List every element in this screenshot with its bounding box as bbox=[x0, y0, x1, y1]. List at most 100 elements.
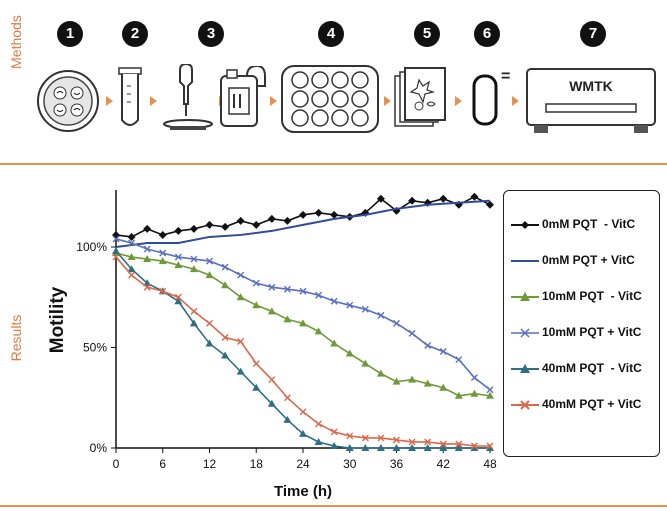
data-point bbox=[143, 224, 152, 233]
data-point bbox=[330, 210, 339, 219]
data-point bbox=[206, 319, 213, 327]
data-point bbox=[236, 367, 245, 375]
legend-item: 0mM PQT - VitC bbox=[508, 215, 658, 235]
data-point bbox=[423, 444, 432, 451]
y-axis-label: Motility bbox=[47, 286, 68, 353]
data-point bbox=[127, 265, 136, 273]
legend-label: 40mM PQT + VitC bbox=[542, 397, 642, 411]
data-point bbox=[486, 444, 494, 451]
step-number-7: 7 bbox=[580, 21, 606, 47]
x-tick-label: 36 bbox=[390, 457, 404, 471]
data-point bbox=[408, 444, 417, 451]
legend-item: 40mM PQT - VitC bbox=[508, 359, 658, 379]
data-point bbox=[314, 208, 323, 217]
data-point bbox=[361, 305, 369, 313]
data-point bbox=[346, 432, 354, 440]
data-point bbox=[299, 287, 307, 295]
motility-chart: 0 6 12 18 24 30 36 42 48 0% 50% 100% Time (h) Motil… bbox=[47, 190, 497, 500]
device-label: WMTK bbox=[569, 78, 613, 94]
data-point bbox=[128, 271, 136, 279]
data-point bbox=[377, 311, 385, 319]
data-point bbox=[205, 220, 214, 229]
data-point bbox=[112, 230, 120, 239]
step-number-4: 4 bbox=[318, 21, 344, 47]
legend-label: 10mM PQT - VitC bbox=[542, 289, 642, 303]
data-point bbox=[314, 327, 323, 335]
data-point bbox=[439, 348, 447, 356]
data-point bbox=[486, 386, 494, 394]
data-point bbox=[143, 245, 151, 253]
data-point bbox=[376, 444, 385, 451]
series-line bbox=[115, 199, 491, 248]
x-tick-label: 42 bbox=[437, 457, 451, 471]
arrow-icon bbox=[106, 96, 113, 106]
data-point bbox=[127, 253, 136, 261]
data-point bbox=[424, 341, 432, 349]
step-number-5: 5 bbox=[414, 21, 440, 47]
data-point bbox=[267, 399, 276, 407]
wmtk-device-icon bbox=[526, 68, 656, 133]
data-point bbox=[174, 253, 182, 261]
legend-label: 0mM PQT + VitC bbox=[542, 253, 635, 267]
data-point bbox=[345, 444, 354, 451]
series-line bbox=[115, 256, 490, 447]
data-point bbox=[470, 389, 479, 397]
data-point bbox=[424, 438, 432, 446]
step-number-1: 1 bbox=[57, 21, 83, 47]
legend-item: 40mM PQT + VitC bbox=[508, 395, 658, 415]
series-line bbox=[115, 250, 490, 449]
incubator-icon bbox=[220, 66, 266, 127]
data-point bbox=[283, 285, 291, 293]
data-point bbox=[174, 226, 183, 235]
legend-label: 10mM PQT + VitC bbox=[542, 325, 642, 339]
step-number-3: 3 bbox=[198, 21, 224, 47]
data-point bbox=[221, 351, 230, 359]
legend-label: 40mM PQT - VitC bbox=[542, 361, 642, 375]
equals-sign: = bbox=[501, 68, 511, 85]
x-axis-label: Time (h) bbox=[274, 483, 332, 500]
data-point bbox=[252, 360, 260, 368]
data-point bbox=[237, 337, 245, 345]
x-tick-label: 0 bbox=[113, 457, 120, 471]
data-point bbox=[470, 444, 479, 451]
data-point bbox=[158, 257, 167, 265]
section-divider bbox=[0, 163, 667, 165]
data-point bbox=[439, 194, 448, 203]
data-point bbox=[454, 444, 463, 451]
data-point bbox=[112, 253, 120, 261]
data-point bbox=[455, 440, 463, 448]
data-point bbox=[205, 271, 214, 279]
image-stack-icon bbox=[394, 67, 446, 127]
data-point bbox=[454, 391, 463, 399]
legend-item: 10mM PQT - VitC bbox=[508, 287, 658, 307]
data-point bbox=[330, 339, 339, 347]
data-point bbox=[252, 383, 261, 391]
legend-swatch bbox=[511, 328, 539, 338]
data-point bbox=[408, 438, 416, 446]
data-point bbox=[283, 415, 292, 423]
legend-swatch bbox=[511, 260, 539, 262]
data-point bbox=[376, 369, 385, 377]
data-point bbox=[221, 263, 229, 271]
data-point bbox=[159, 287, 167, 295]
data-point bbox=[221, 281, 230, 289]
data-point bbox=[299, 319, 307, 327]
data-point bbox=[206, 257, 213, 265]
data-point bbox=[252, 279, 260, 287]
data-point bbox=[408, 196, 417, 205]
data-point bbox=[237, 271, 245, 279]
data-point bbox=[236, 293, 245, 301]
data-point bbox=[330, 297, 338, 305]
data-point bbox=[283, 315, 292, 323]
data-point bbox=[189, 319, 198, 327]
methods-label: Methods bbox=[8, 15, 24, 69]
data-point bbox=[486, 442, 494, 450]
data-point bbox=[299, 429, 307, 437]
data-point bbox=[455, 356, 463, 364]
legend-swatch bbox=[511, 221, 539, 229]
arrow-icon bbox=[455, 96, 462, 106]
data-point bbox=[143, 283, 151, 291]
series-line bbox=[115, 238, 491, 391]
data-point bbox=[330, 441, 339, 449]
data-point bbox=[361, 359, 370, 367]
